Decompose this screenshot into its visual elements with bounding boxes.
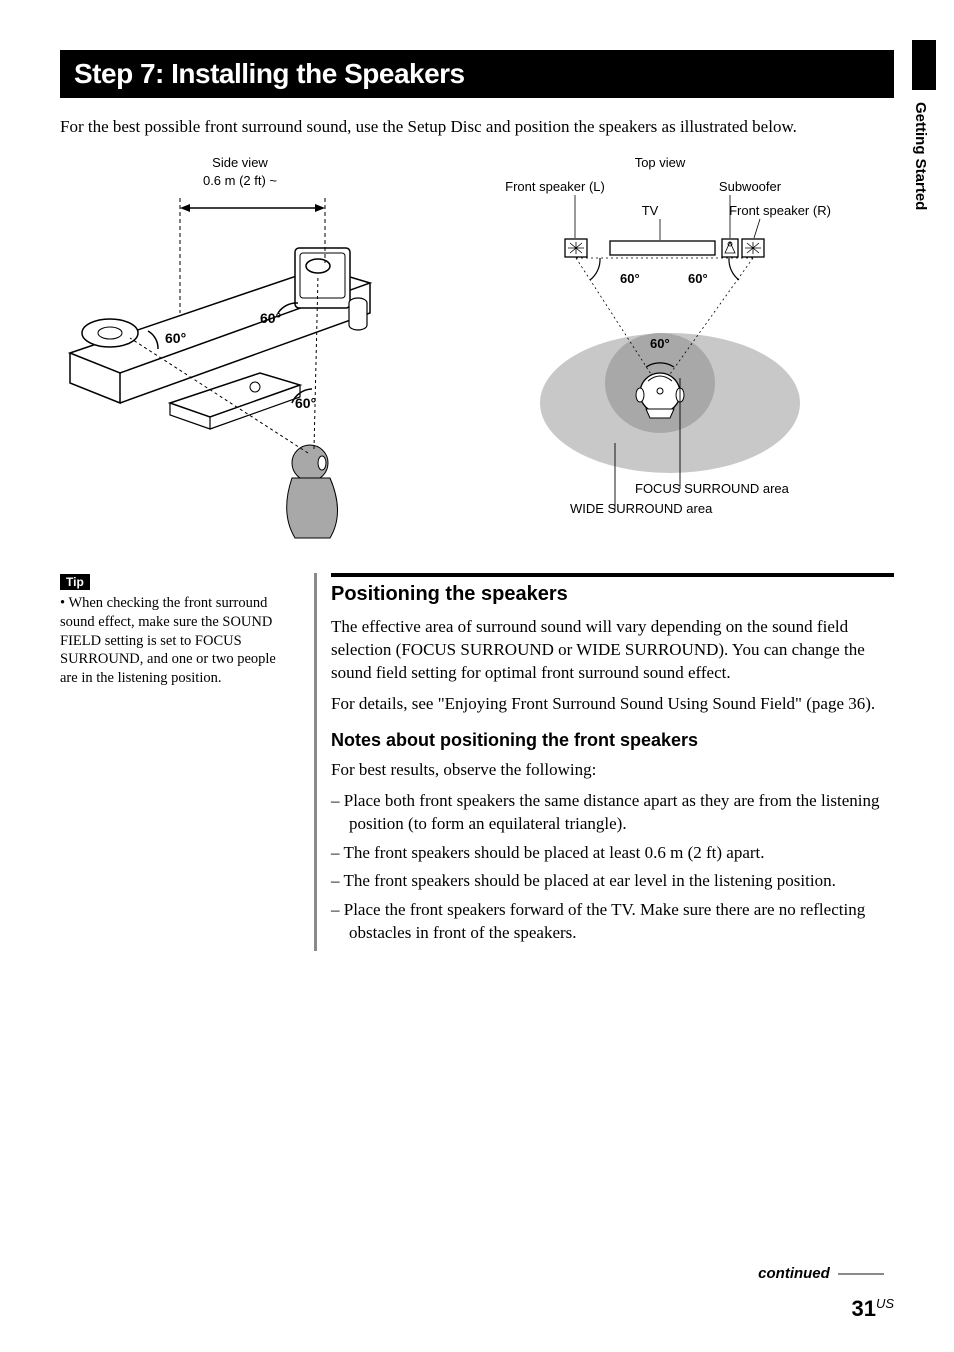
main-column: Positioning the speakers The effective a… (314, 573, 894, 951)
section-tab: Getting Started (912, 40, 936, 270)
tip-badge: Tip (60, 574, 90, 590)
note-item: Place both front speakers the same dista… (331, 790, 894, 836)
top-view-title: Top view (635, 155, 686, 170)
continued-indicator: continued (758, 1265, 884, 1282)
page-heading: Step 7: Installing the Speakers (74, 58, 880, 90)
top-view-front-r: Front speaker (R) (729, 203, 831, 218)
notes-intro: For best results, observe the following: (331, 759, 894, 782)
note-item: The front speakers should be placed at l… (331, 842, 894, 865)
svg-text:60°: 60° (165, 330, 186, 346)
note-item: The front speakers should be placed at e… (331, 870, 894, 893)
top-view-focus-area: FOCUS SURROUND area (635, 481, 790, 496)
positioning-heading: Positioning the speakers (331, 583, 894, 606)
svg-text:60°: 60° (650, 336, 670, 351)
page-region: US (876, 1296, 894, 1311)
section-tab-marker (912, 40, 936, 90)
page-heading-bar: Step 7: Installing the Speakers (60, 50, 894, 98)
top-view-front-l: Front speaker (L) (505, 179, 605, 194)
top-view-tv: TV (642, 203, 659, 218)
svg-text:60°: 60° (295, 395, 316, 411)
page-number-value: 31 (851, 1296, 875, 1321)
svg-text:60°: 60° (620, 271, 640, 286)
page-number: 31US (851, 1296, 894, 1322)
positioning-para2: For details, see "Enjoying Front Surroun… (331, 693, 894, 716)
positioning-heading-block: Positioning the speakers (331, 573, 894, 606)
section-tab-label: Getting Started (912, 102, 929, 210)
notes-heading: Notes about positioning the front speake… (331, 730, 894, 751)
side-view-distance: 0.6 m (2 ft) ~ (203, 173, 277, 188)
top-view-wide-area: WIDE SURROUND area (570, 501, 713, 516)
continued-text: continued (758, 1265, 830, 1282)
notes-list: Place both front speakers the same dista… (331, 790, 894, 946)
side-view-title: Side view (212, 155, 268, 170)
content-columns: Tip • When checking the front surround s… (60, 573, 894, 951)
diagrams-row: Side view 0.6 m (2 ft) ~ (60, 153, 894, 543)
top-view-subwoofer: Subwoofer (719, 179, 782, 194)
svg-text:60°: 60° (688, 271, 708, 286)
top-view-diagram: Top view Front speaker (L) Subwoofer TV … (460, 153, 860, 543)
note-item: Place the front speakers forward of the … (331, 899, 894, 945)
tip-column: Tip • When checking the front surround s… (60, 573, 290, 951)
positioning-para1: The effective area of surround sound wil… (331, 616, 894, 685)
side-view-diagram: Side view 0.6 m (2 ft) ~ (60, 153, 420, 543)
intro-paragraph: For the best possible front surround sou… (60, 116, 894, 139)
tip-text: • When checking the front surround sound… (60, 594, 290, 688)
continued-line-icon (838, 1273, 884, 1275)
